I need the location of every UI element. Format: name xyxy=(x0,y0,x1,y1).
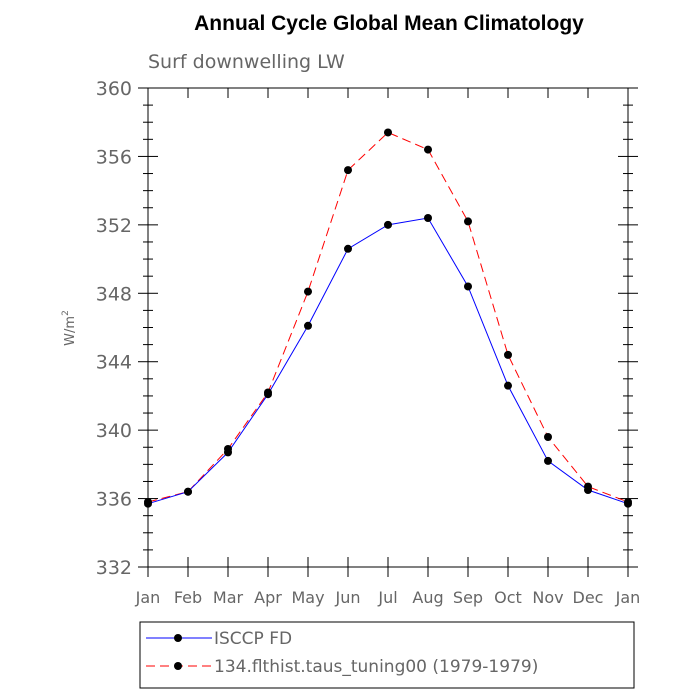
chart-subtitle: Surf downwelling LW xyxy=(148,51,345,73)
y-tick-label: 344 xyxy=(96,352,132,374)
series-1-point xyxy=(184,487,192,496)
series-2-point xyxy=(544,432,552,441)
series-2-point xyxy=(424,145,432,154)
x-tick-label: May xyxy=(291,588,324,607)
series-1-point xyxy=(624,499,632,508)
series-2-point xyxy=(344,166,352,175)
series-1-point xyxy=(304,321,312,330)
series-1-point xyxy=(344,244,352,253)
y-tick-label: 340 xyxy=(96,420,132,442)
series-1-point xyxy=(544,456,552,465)
series-2-point xyxy=(384,128,392,137)
x-tick-label: Sep xyxy=(453,588,483,607)
x-axis-ticks: Jan Feb Mar Apr May Jun Jul Aug Sep Oct Nov Dec Jan xyxy=(135,88,641,607)
x-tick-label: Nov xyxy=(532,588,563,607)
series-line-2 xyxy=(147,131,629,503)
series-1-point xyxy=(144,499,152,508)
x-tick-label: Mar xyxy=(213,588,244,607)
series-1-point xyxy=(224,448,232,457)
legend-label-1: ISCCP FD xyxy=(214,629,292,649)
series-line-1 xyxy=(147,217,629,505)
series-1-point xyxy=(384,220,392,229)
series-1-point xyxy=(424,214,432,223)
y-tick-label: 332 xyxy=(96,557,132,579)
y-axis-label-base: W/m xyxy=(63,316,78,346)
y-axis-label: W/m2 xyxy=(61,310,78,346)
x-tick-label: Aug xyxy=(412,588,443,607)
y-tick-label: 348 xyxy=(96,283,132,305)
series-2-point xyxy=(304,287,312,296)
legend-marker-1 xyxy=(174,634,182,642)
series-1-point xyxy=(264,390,272,399)
plot-frame xyxy=(147,87,629,568)
x-tick-label: Jan xyxy=(135,588,161,607)
chart-title: Annual Cycle Global Mean Climatology xyxy=(194,12,584,35)
legend-box xyxy=(139,621,635,689)
legend-label-2: 134.flthist.taus_tuning00 (1979-1979) xyxy=(214,657,538,677)
x-tick-label: Jul xyxy=(377,588,397,607)
y-axis-label-exponent: 2 xyxy=(61,310,71,316)
legend-entries: ISCCP FD 134.flthist.taus_tuning00 (1979-… xyxy=(146,629,538,677)
series-1-point xyxy=(504,381,512,390)
x-tick-label: Oct xyxy=(494,588,522,607)
series-2-point xyxy=(504,350,512,359)
y-tick-label: 352 xyxy=(96,215,132,237)
x-tick-label: Jun xyxy=(335,588,361,607)
series-1-point xyxy=(584,486,592,495)
series-group xyxy=(144,128,632,508)
y-tick-label: 360 xyxy=(96,78,132,100)
y-axis-ticks: 332 336 340 344 348 352 356 360 xyxy=(96,78,638,579)
series-2-point xyxy=(464,217,472,226)
legend-marker-2 xyxy=(174,662,182,670)
x-tick-label: Jan xyxy=(615,588,641,607)
y-tick-label: 356 xyxy=(96,146,132,168)
x-tick-label: Dec xyxy=(573,588,604,607)
y-tick-label: 336 xyxy=(96,489,132,511)
x-tick-label: Apr xyxy=(254,588,282,607)
axes xyxy=(147,87,629,568)
x-tick-label: Feb xyxy=(174,588,202,607)
series-1-point xyxy=(464,282,472,291)
legend: ISCCP FD 134.flthist.taus_tuning00 (1979-… xyxy=(139,621,635,689)
